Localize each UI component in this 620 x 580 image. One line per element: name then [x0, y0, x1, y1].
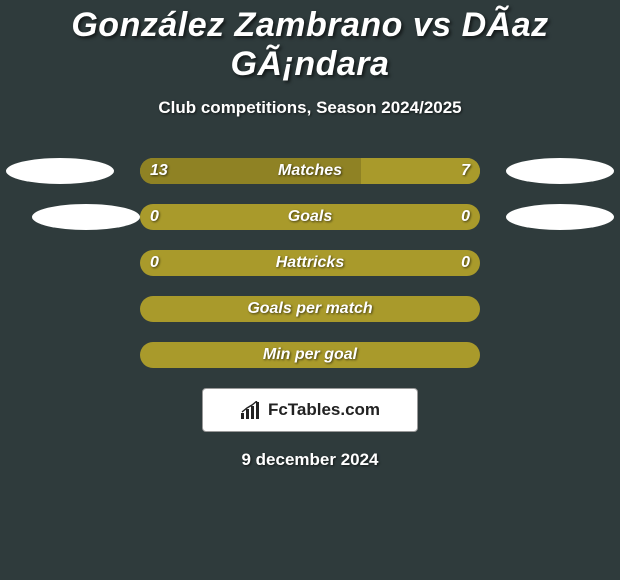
stat-row: Goals per match: [0, 296, 620, 322]
stat-row: Min per goal: [0, 342, 620, 368]
date-text: 9 december 2024: [0, 450, 620, 470]
logo-text: FcTables.com: [268, 400, 380, 420]
stat-row: 137Matches: [0, 158, 620, 184]
stat-label: Goals: [140, 204, 480, 230]
right-marker: [506, 158, 614, 184]
stat-label: Matches: [140, 158, 480, 184]
page-title: González Zambrano vs DÃ­az GÃ¡ndara: [0, 0, 620, 84]
comparison-infographic: González Zambrano vs DÃ­az GÃ¡ndara Club…: [0, 0, 620, 580]
left-marker: [6, 158, 114, 184]
stat-label: Goals per match: [140, 296, 480, 322]
logo-box: FcTables.com: [202, 388, 418, 432]
stat-label: Min per goal: [140, 342, 480, 368]
right-marker: [506, 204, 614, 230]
left-marker: [32, 204, 140, 230]
stat-label: Hattricks: [140, 250, 480, 276]
subtitle: Club competitions, Season 2024/2025: [0, 98, 620, 118]
stat-rows: 137Matches 00Goals 00Hattricks Goals per ma…: [0, 158, 620, 368]
stat-row: 00Hattricks: [0, 250, 620, 276]
stat-row: 00Goals: [0, 204, 620, 230]
bar-chart-icon: [240, 401, 262, 419]
